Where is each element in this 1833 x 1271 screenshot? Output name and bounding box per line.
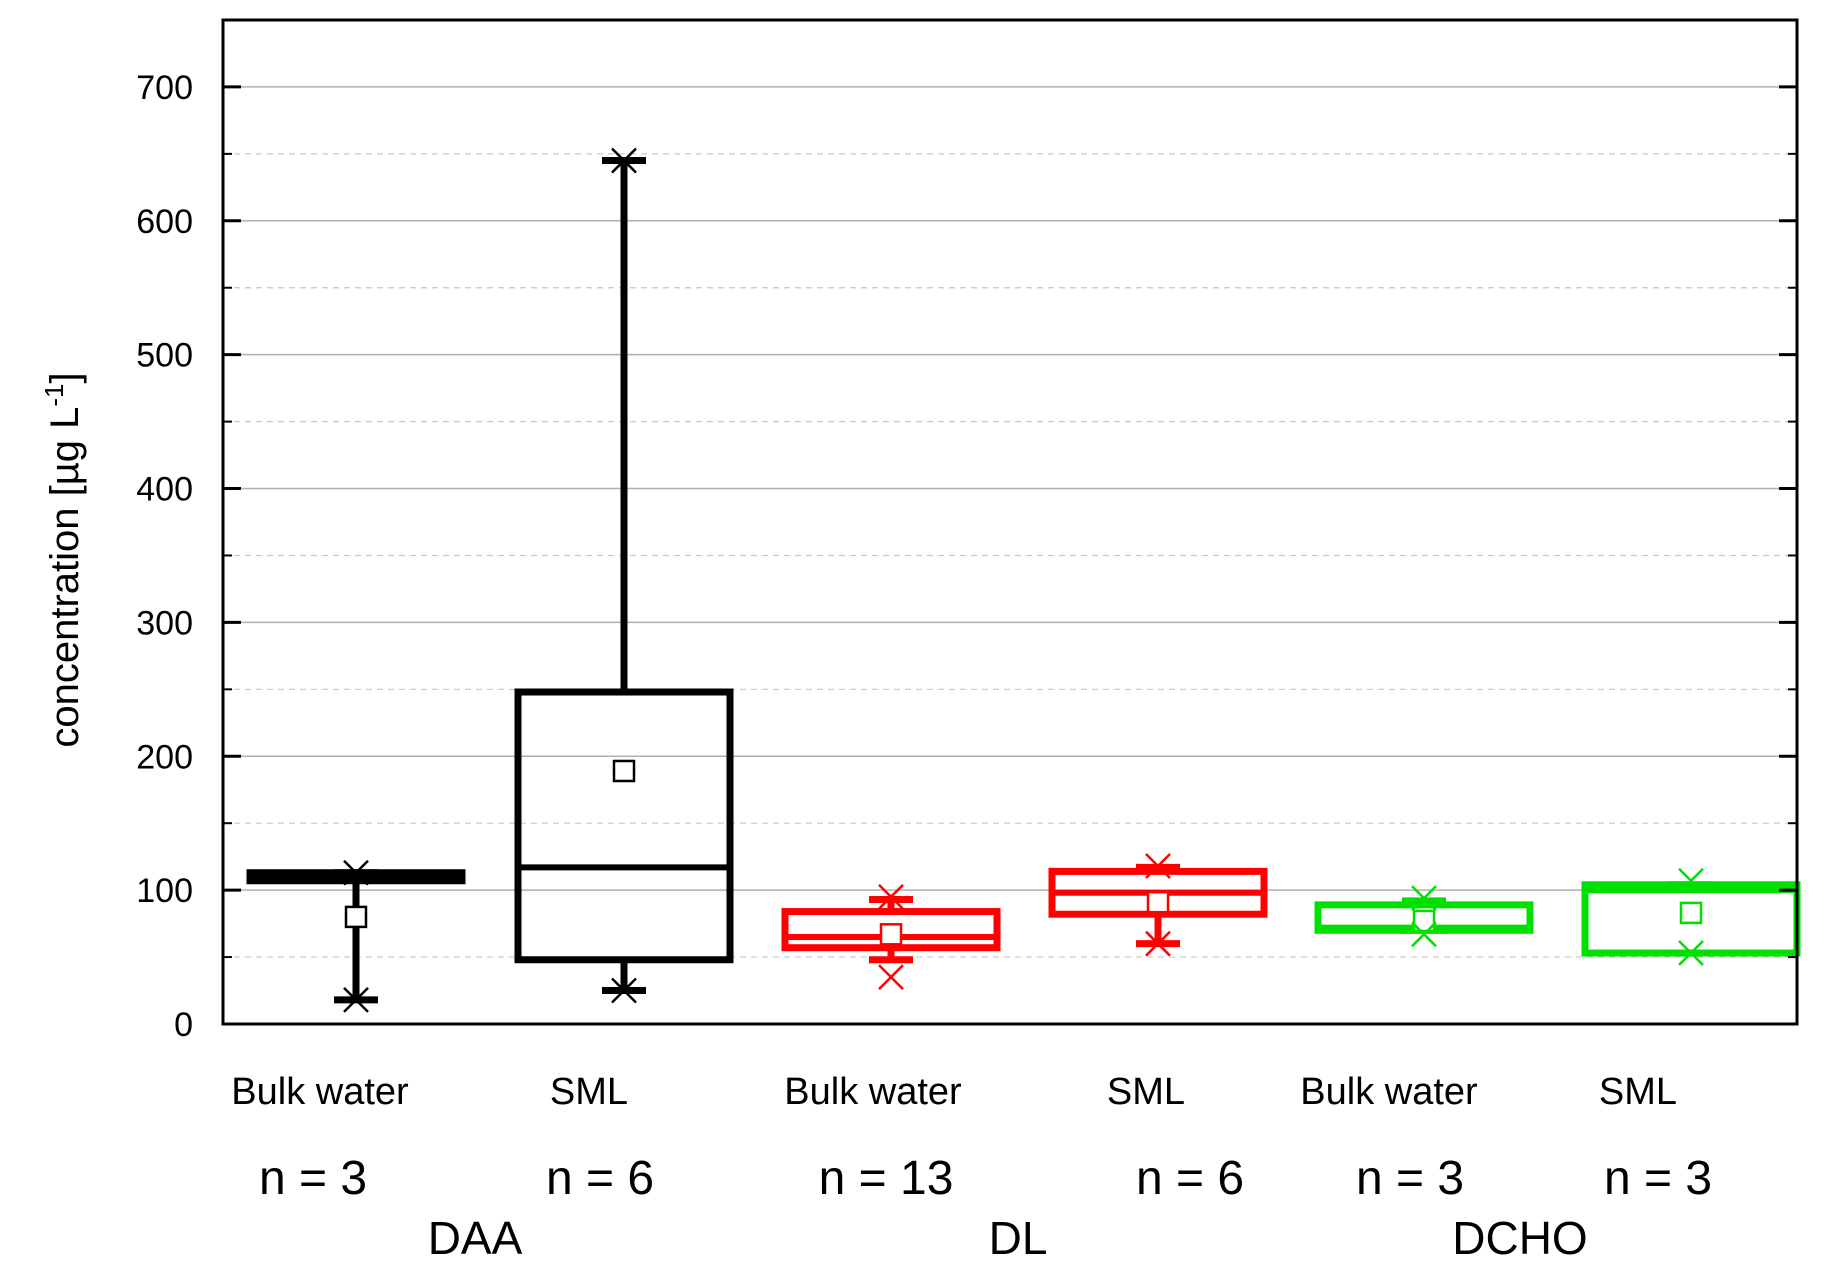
- min-marker-stroke-b: [1145, 930, 1171, 957]
- y-tick-label: 0: [174, 1006, 193, 1044]
- box-1: [246, 859, 466, 1013]
- min-marker-stroke-b: [1678, 940, 1704, 966]
- interquartile-box: [514, 688, 734, 964]
- min-marker-stroke-b: [611, 977, 637, 1004]
- min-marker: [1678, 940, 1704, 966]
- min-marker: [611, 977, 637, 1004]
- sample-size-label: n = 3: [1604, 1152, 1712, 1205]
- y-tick-label: 200: [136, 738, 193, 776]
- min-marker: [1145, 930, 1171, 957]
- min-marker: [1411, 921, 1437, 948]
- sample-size-label: n = 6: [1136, 1152, 1244, 1205]
- group-label: DCHO: [1452, 1212, 1587, 1264]
- grid-lines: [223, 86, 1797, 958]
- mean-marker: [612, 759, 636, 783]
- max-marker: [1411, 885, 1437, 912]
- category-labels: Bulk water n = 3 SML n = 6 Bulk water n = 13 S…: [231, 1071, 1712, 1264]
- sample-size-label: n = 3: [259, 1152, 367, 1205]
- category-label: Bulk water: [1300, 1071, 1478, 1113]
- category-label: Bulk water: [784, 1071, 962, 1113]
- y-tick-label: 700: [136, 69, 193, 107]
- category-label: SML: [1599, 1071, 1677, 1113]
- max-marker-stroke-b: [878, 883, 904, 910]
- max-marker-stroke-b: [1411, 885, 1437, 912]
- min-marker-stroke-b: [1411, 921, 1437, 948]
- mean-marker: [879, 923, 903, 946]
- max-marker-stroke-b: [343, 859, 369, 886]
- y-tick-label: 500: [136, 337, 193, 375]
- box-2: [514, 147, 734, 1004]
- category-label: SML: [1107, 1071, 1185, 1113]
- max-marker-stroke-b: [1145, 853, 1171, 879]
- max-marker: [878, 883, 904, 910]
- box-5: [1314, 885, 1534, 948]
- box-series: [246, 147, 1801, 1013]
- max-marker-stroke-b: [1678, 867, 1704, 894]
- mean-marker: [1412, 909, 1436, 933]
- plot-frame: [221, 18, 1799, 1026]
- mean-marker: [1679, 901, 1703, 925]
- y-axis-label: concentration [µg L-1]: [39, 372, 87, 747]
- max-marker: [1678, 867, 1704, 894]
- interquartile-box: [781, 908, 1001, 952]
- box-4: [1048, 853, 1268, 957]
- min-marker: [343, 987, 369, 1013]
- category-label: SML: [550, 1071, 628, 1113]
- max-marker: [1145, 853, 1171, 879]
- min-marker-stroke-b: [878, 964, 904, 991]
- mean-marker: [1146, 890, 1170, 914]
- y-axis-label-main: concentration [µg L: [43, 407, 87, 748]
- sample-size-label: n = 13: [819, 1152, 954, 1205]
- box-3: [781, 883, 1001, 991]
- y-tick-label: 300: [136, 604, 193, 642]
- mean-marker: [344, 905, 368, 929]
- min-marker: [878, 964, 904, 991]
- y-axis-label-close: ]: [43, 372, 87, 383]
- y-tick-label: 400: [136, 471, 193, 509]
- max-marker-stroke-b: [611, 147, 637, 174]
- y-axis-ticks: 0 100 200 300 400 500 600 700: [136, 69, 1797, 1044]
- y-tick-label: 100: [136, 872, 193, 910]
- group-label: DL: [989, 1212, 1048, 1264]
- max-marker: [611, 147, 637, 174]
- sample-size-label: n = 3: [1356, 1152, 1464, 1205]
- group-label: DAA: [428, 1212, 523, 1264]
- y-tick-label: 600: [136, 203, 193, 241]
- category-label: Bulk water: [231, 1071, 409, 1113]
- max-marker: [343, 859, 369, 886]
- sample-size-label: n = 6: [546, 1152, 654, 1205]
- y-axis-label-superscript: -1: [39, 383, 69, 406]
- min-marker-stroke-b: [343, 987, 369, 1013]
- box-6: [1581, 867, 1801, 966]
